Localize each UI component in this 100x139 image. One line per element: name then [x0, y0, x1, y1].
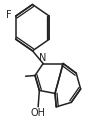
Text: N: N — [39, 53, 46, 63]
Text: F: F — [6, 10, 12, 20]
Text: OH: OH — [31, 108, 46, 118]
